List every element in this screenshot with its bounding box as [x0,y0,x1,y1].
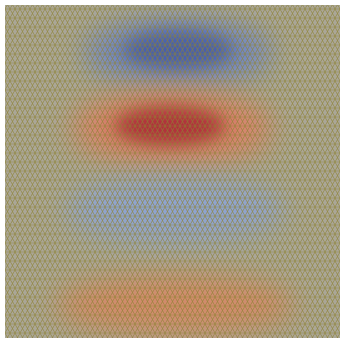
triangle-mesh [5,5,340,338]
field [5,5,340,338]
mesh-visualization [0,0,345,343]
page [0,0,345,343]
